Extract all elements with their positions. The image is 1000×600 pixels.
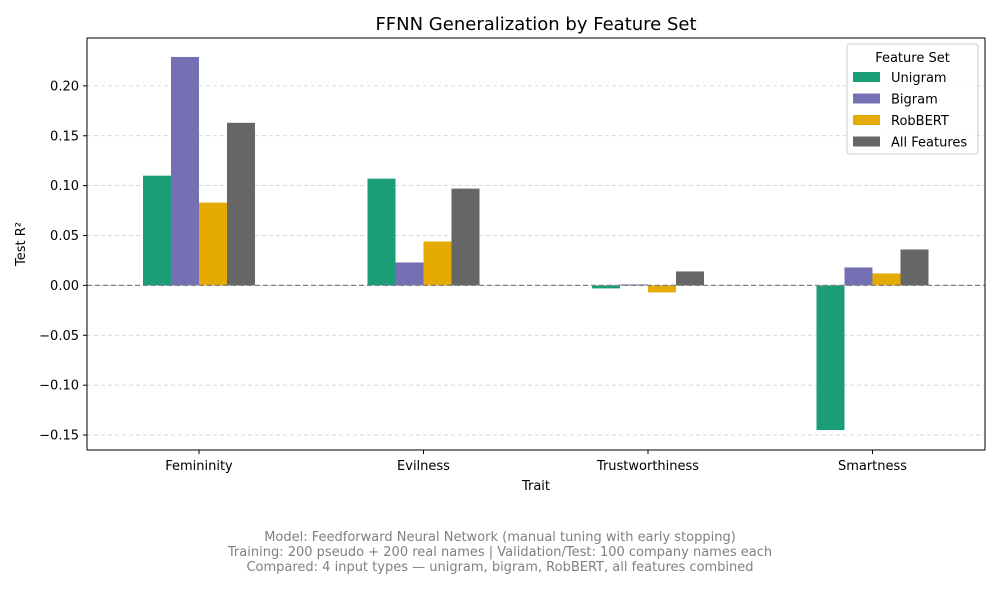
- x-tick-label: Trustworthiness: [596, 459, 699, 474]
- legend-label: Bigram: [891, 93, 938, 108]
- bar: [844, 267, 873, 286]
- legend-title: Feature Set: [875, 51, 950, 66]
- bars: [87, 56, 985, 431]
- bar: [451, 188, 480, 286]
- x-tick-label: Femininity: [165, 459, 233, 474]
- y-tick-label: 0.15: [50, 129, 79, 144]
- y-tick-label: −0.10: [39, 379, 79, 394]
- bar: [367, 178, 396, 286]
- x-axis: Femininity Evilness Trustworthiness Smartne…: [165, 450, 907, 474]
- y-tick-label: 0.05: [50, 229, 79, 244]
- legend-label: RobBERT: [891, 114, 949, 129]
- bar: [395, 262, 424, 286]
- y-tick-label: 0.00: [50, 279, 79, 294]
- x-axis-label: Trait: [521, 479, 550, 494]
- bar: [592, 285, 620, 289]
- legend-swatch: [853, 115, 880, 125]
- bar: [423, 241, 452, 286]
- x-tick-label: Smartness: [838, 459, 907, 474]
- bar: [872, 273, 901, 286]
- legend-box: [846, 43, 979, 155]
- chart-caption: Model: Feedforward Neural Network (manua…: [0, 530, 1000, 575]
- caption-line: Training: 200 pseudo + 200 real names | …: [227, 545, 773, 560]
- legend: Feature Set Unigram Bigram RobBERT All Featu…: [846, 43, 979, 155]
- legend-swatch: [853, 72, 880, 82]
- legend-label: All Features: [891, 136, 967, 151]
- bar: [648, 285, 676, 293]
- bar: [227, 122, 255, 286]
- y-tick-label: −0.05: [39, 329, 79, 344]
- bar: [900, 249, 929, 286]
- bar: [171, 56, 199, 286]
- bar: [199, 202, 227, 286]
- bar: [676, 271, 704, 286]
- bar: [143, 175, 171, 286]
- y-axis: −0.15 −0.10 −0.05 0.00 0.05 0.10 0.15 0.20: [39, 79, 87, 444]
- legend-swatch: [853, 136, 880, 147]
- caption-line: Compared: 4 input types — unigram, bigra…: [246, 560, 754, 575]
- y-tick-label: 0.20: [50, 79, 79, 94]
- chart-title: FFNN Generalization by Feature Set: [375, 14, 696, 35]
- bar: [816, 285, 845, 431]
- caption-line: Model: Feedforward Neural Network (manua…: [264, 530, 736, 545]
- y-tick-label: 0.10: [50, 179, 79, 194]
- y-tick-label: −0.15: [39, 429, 79, 444]
- plot-frame: [86, 37, 986, 451]
- y-axis-label: Test R²: [14, 222, 29, 267]
- legend-swatch: [853, 93, 880, 104]
- legend-label: Unigram: [891, 71, 947, 86]
- x-tick-label: Evilness: [397, 459, 450, 474]
